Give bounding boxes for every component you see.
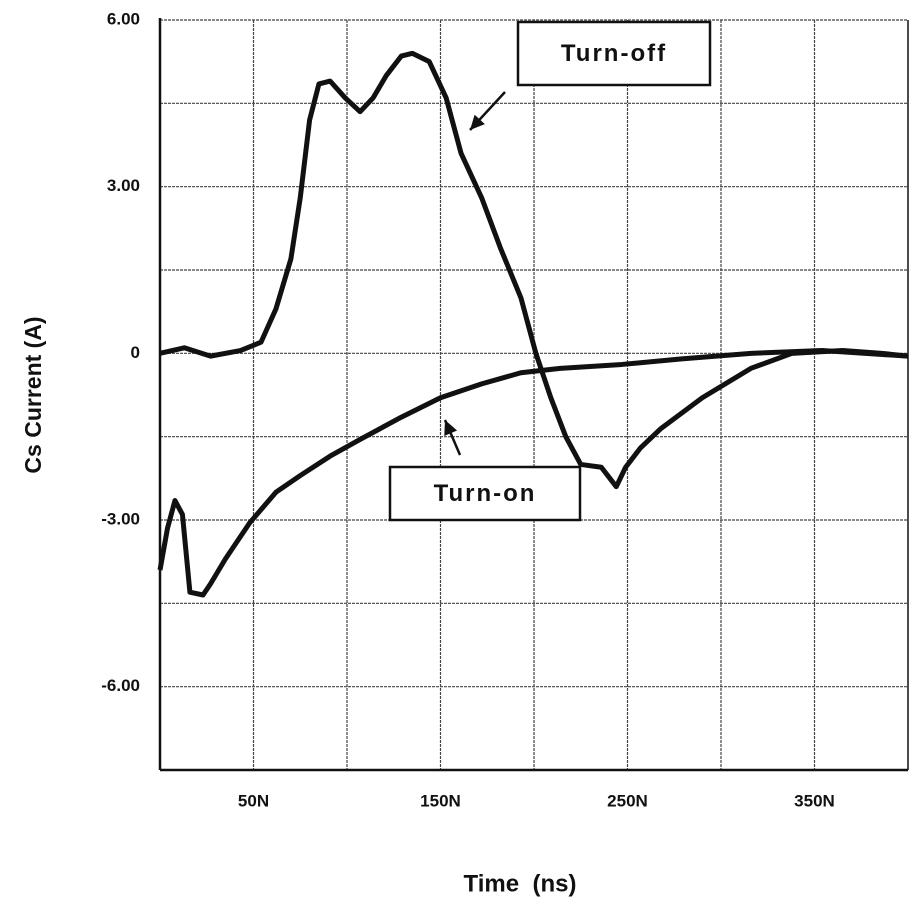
series-line [159,50,909,490]
arrow-head [470,114,485,130]
label-box [516,20,712,87]
x-tick-label: 250N [607,791,648,810]
series-label: Turn-off [561,40,667,67]
y-tick-label: 6.00 [107,9,140,28]
label-box [388,465,582,522]
x-tick-label: 350N [794,791,835,810]
series-line [157,348,909,598]
series-label: Turn-on [434,480,537,507]
y-tick-label: 3.00 [107,176,140,195]
x-tick-label: 150N [420,791,461,810]
arrow-head [444,420,458,436]
x-tick-label: 50N [238,791,269,810]
y-tick-label: -6.00 [101,676,140,695]
y-axis-label: Cs Current (A) [20,316,46,473]
y-tick-label: 0 [131,343,140,362]
x-axis-label: Time (ns) [464,870,577,897]
y-tick-label: -3.00 [101,509,140,528]
